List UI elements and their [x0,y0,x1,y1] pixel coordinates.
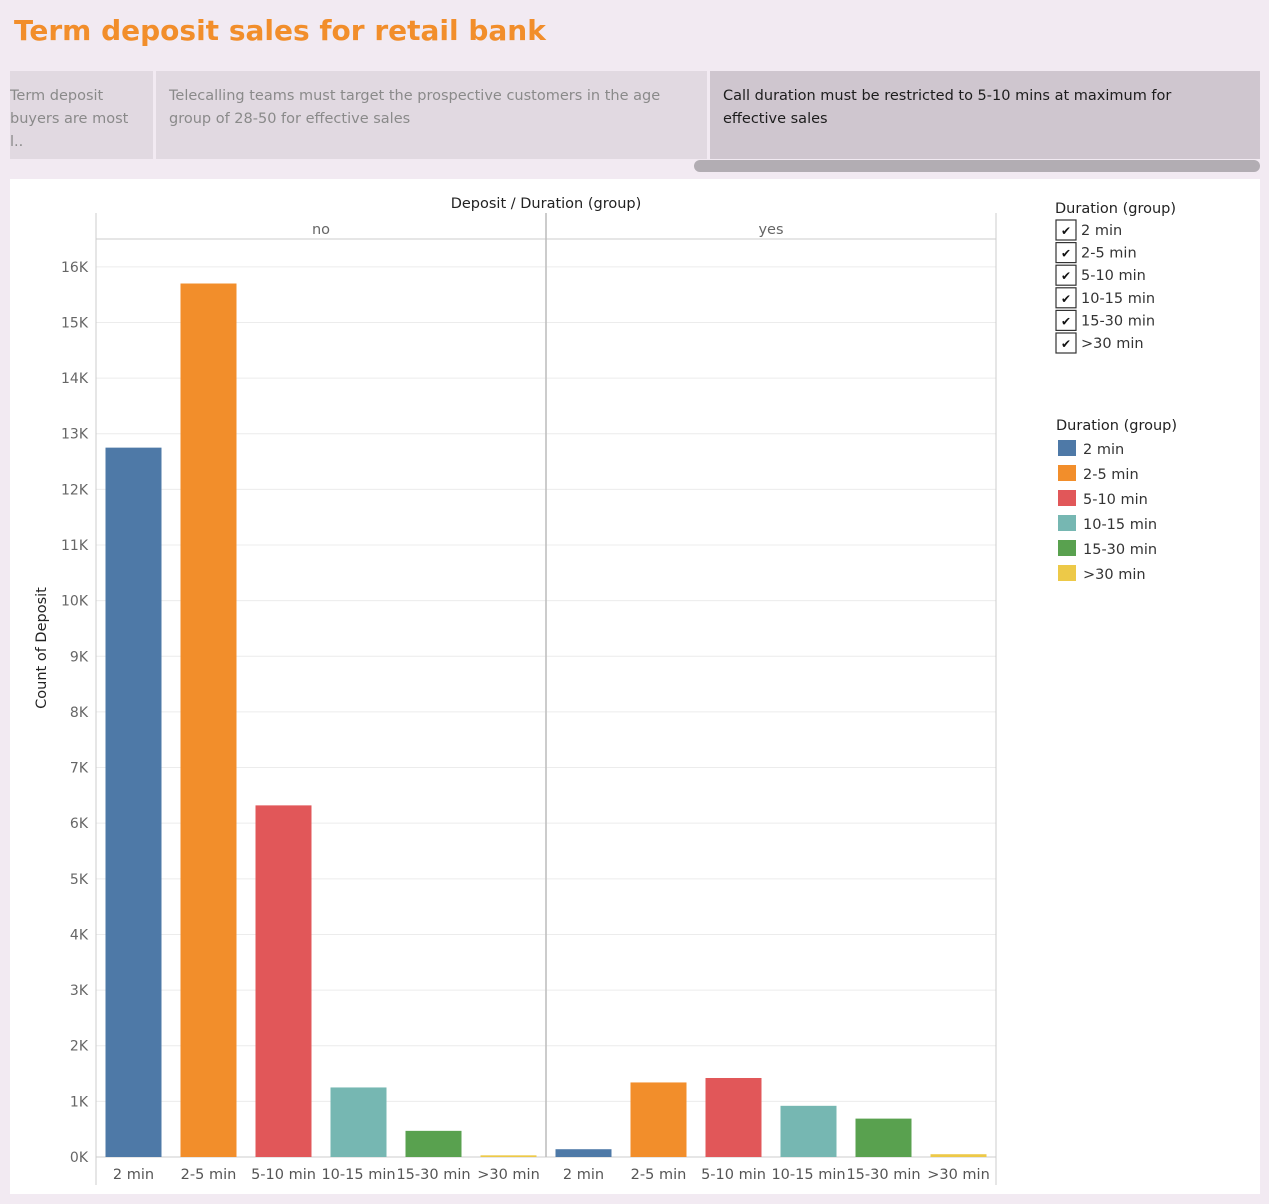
x-tick-label: 15-30 min [396,1167,470,1183]
y-tick-label: 1K [70,1094,89,1110]
legend-swatch [1058,515,1076,531]
x-tick-label: 2-5 min [631,1167,687,1183]
bar-no-4[interactable] [405,1130,462,1157]
bar-yes-3[interactable] [780,1105,837,1157]
legend-item-label: 5-10 min [1083,492,1148,508]
check-icon: ✔ [1061,292,1071,306]
x-tick-label: 2 min [113,1167,154,1183]
check-icon: ✔ [1061,224,1071,238]
bar-no-5[interactable] [480,1155,537,1157]
story-navigator: Term deposit buyers are most l.. Telecal… [10,71,1260,159]
legend-item-label: >30 min [1083,567,1146,583]
x-tick-label: 5-10 min [251,1167,316,1183]
y-tick-label: 12K [61,482,89,498]
bar-yes-0[interactable] [555,1149,612,1157]
x-tick-label: 2-5 min [181,1167,237,1183]
y-tick-label: 6K [70,816,89,832]
legend-swatch [1058,565,1076,581]
y-tick-label: 5K [70,872,89,888]
filter-item-label: 2 min [1081,223,1122,239]
chart-panel: 0K 1K 2K 3K 4K 5K 6K 7K 8K 9K 10K 11K 12K 13K 14K 15K 16… [10,179,1260,1194]
legend-item-label: 2 min [1083,442,1124,458]
x-tick-label: 5-10 min [701,1167,766,1183]
story-point-3[interactable]: Call duration must be restricted to 5-10… [710,71,1260,159]
filter-legend-title: Duration (group) [1055,201,1176,217]
x-tick-label: >30 min [927,1167,990,1183]
bar-yes-2[interactable] [705,1077,762,1157]
color-legend-title: Duration (group) [1056,418,1177,434]
panel-header-no: no [312,222,330,238]
y-axis-label: Count of Deposit [34,587,50,709]
story-point-1-text: Term deposit buyers are most l.. [10,88,129,150]
story-point-1[interactable]: Term deposit buyers are most l.. [10,71,153,159]
filter-item-label: 2-5 min [1081,246,1137,262]
filter-checkbox[interactable] [1055,332,1077,354]
legend-item-label: 10-15 min [1083,517,1157,533]
y-tick-label: 8K [70,705,89,721]
y-tick-label: 13K [61,427,89,443]
panel-header-yes: yes [758,222,783,238]
bar-no-2[interactable] [255,805,312,1157]
bar-no-3[interactable] [330,1087,387,1157]
y-tick-label: 15K [61,315,89,331]
bar-chart: 0K 1K 2K 3K 4K 5K 6K 7K 8K 9K 10K 11K 12K 13K 14K 15K 16… [34,196,1177,1185]
legend-item-label: 15-30 min [1083,542,1157,558]
x-tick-label: >30 min [477,1167,540,1183]
bar-yes-5[interactable] [930,1154,987,1157]
story-point-2[interactable]: Telecalling teams must target the prospe… [156,71,707,159]
filter-checkbox[interactable] [1055,241,1077,264]
check-icon: ✔ [1061,314,1071,328]
y-tick-label: 0K [70,1150,89,1166]
filter-checkbox[interactable] [1055,309,1077,331]
filter-item-label: >30 min [1081,336,1144,352]
filter-checkbox[interactable] [1055,287,1077,309]
check-icon: ✔ [1061,247,1071,261]
check-icon: ✔ [1061,269,1071,283]
bar-no-1[interactable] [180,283,237,1157]
y-tick-label: 11K [61,538,89,554]
story-point-2-text: Telecalling teams must target the prospe… [169,88,661,127]
y-tick-label: 14K [61,371,89,387]
filter-item-label: 10-15 min [1081,291,1155,307]
y-tick-label: 7K [70,761,89,777]
x-tick-label: 10-15 min [321,1167,395,1183]
legend-swatch [1058,465,1076,481]
y-tick-label: 2K [70,1039,89,1055]
x-tick-label: 10-15 min [771,1167,845,1183]
filter-checkbox[interactable] [1055,219,1077,241]
story-point-3-text: Call duration must be restricted to 5-10… [723,88,1172,127]
y-tick-label: 3K [70,983,89,999]
legend-swatch [1058,540,1076,556]
legend-swatch [1058,440,1076,456]
y-tick-label: 16K [61,260,89,276]
bar-yes-1[interactable] [630,1082,687,1157]
bar-yes-4[interactable] [855,1118,912,1157]
filter-checkbox[interactable] [1055,264,1077,286]
bar-no-0[interactable] [105,447,162,1157]
filter-item-label: 5-10 min [1081,268,1146,284]
legend-item-label: 2-5 min [1083,467,1139,483]
filter-item-label: 15-30 min [1081,313,1155,329]
chart-title: Deposit / Duration (group) [451,196,642,212]
legend-swatch [1058,490,1076,506]
y-tick-label: 9K [70,649,89,665]
story-scrollbar[interactable] [694,160,1260,172]
y-tick-label: 10K [61,594,89,610]
y-tick-label: 4K [70,927,89,943]
check-icon: ✔ [1061,337,1071,351]
page-title: Term deposit sales for retail bank [14,14,546,47]
x-tick-label: 15-30 min [846,1167,920,1183]
x-tick-label: 2 min [563,1167,604,1183]
